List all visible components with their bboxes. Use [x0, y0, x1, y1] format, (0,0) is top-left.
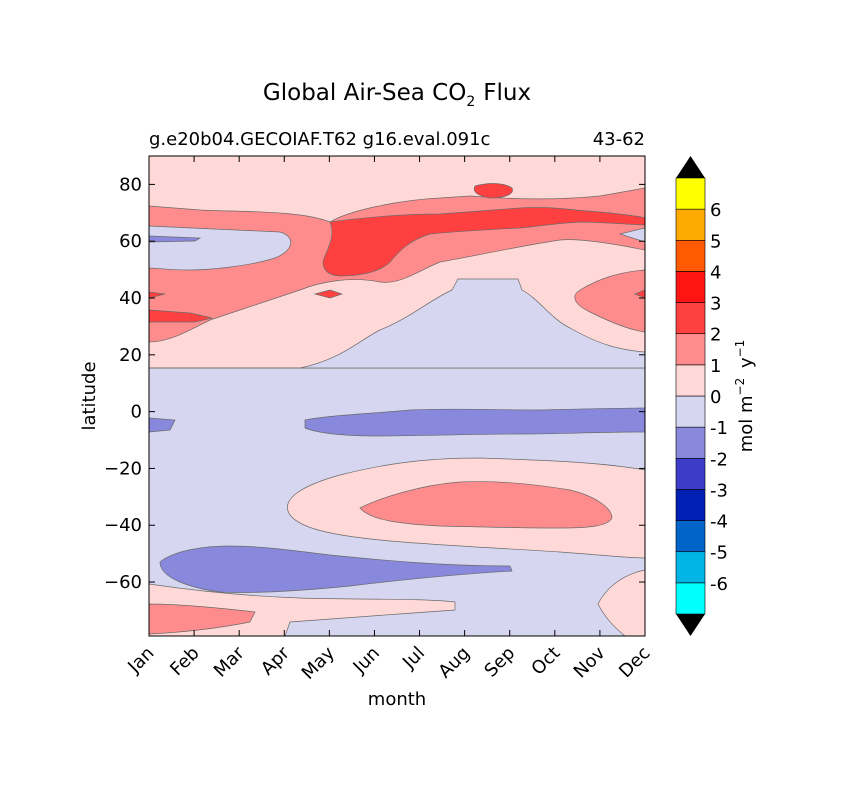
region-pos2-dec-40n	[634, 289, 645, 299]
y-tick-label: −40	[104, 515, 142, 536]
region-pos2-jan-30n	[149, 309, 213, 323]
colorbar-level-label: -2	[710, 449, 728, 470]
colorbar-swatch	[675, 333, 706, 366]
region-pos2-north-core	[322, 207, 645, 277]
x-tick-label: Jul	[398, 643, 429, 674]
colorbar-swatch	[675, 364, 706, 397]
region-zero-north-tongue	[149, 278, 645, 369]
colorbar-level-label: -3	[710, 480, 728, 501]
x-tick-label: Jan	[123, 643, 158, 678]
colorbar-swatch	[675, 520, 706, 553]
colorbar-swatch	[675, 551, 706, 584]
contour-plot	[149, 156, 645, 636]
colorbar-swatch	[675, 239, 706, 272]
region-neg1-south	[159, 545, 513, 593]
colorbar-swatch	[675, 457, 706, 490]
colorbar-extend-low	[676, 614, 705, 636]
y-tick-label: 40	[119, 288, 142, 309]
y-tick-label: 20	[119, 345, 142, 366]
colorbar-level-label: 6	[710, 200, 721, 221]
region-pos1-east	[574, 269, 645, 333]
colorbar-level-label: -4	[710, 512, 728, 533]
colorbar-swatch	[675, 489, 706, 521]
y-tick-label: 80	[119, 174, 142, 195]
colorbar-level-label: -6	[710, 574, 728, 595]
plot-frame	[148, 155, 646, 637]
colorbar-swatch	[675, 302, 706, 335]
x-tick-label: Aug	[434, 643, 474, 683]
x-tick-label: Feb	[166, 643, 203, 680]
colorbar-swatch	[675, 208, 706, 241]
colorbar-swatch	[675, 177, 706, 210]
colorbar-level-label: 3	[710, 294, 721, 315]
region-neg1-60n	[149, 235, 202, 243]
x-tick-label: Sep	[480, 643, 519, 682]
colorbar-level-label: -5	[710, 543, 728, 564]
x-tick-label: Mar	[210, 642, 249, 681]
colorbar-level-label: 2	[710, 325, 721, 346]
x-tick-label: Oct	[527, 643, 564, 680]
chart-subtitle-right: 43-62	[593, 129, 645, 150]
chart-title: Global Air-Sea CO2 Flux	[263, 80, 531, 110]
colorbar-level-label: 4	[710, 262, 721, 283]
colorbar-swatch	[675, 426, 706, 459]
region-pos2-arctic	[473, 183, 513, 199]
region-neg1-eq	[304, 407, 645, 437]
colorbar-level-label: 1	[710, 356, 721, 377]
region-pos1-polar	[149, 603, 256, 635]
region-zero-60n-right	[618, 227, 645, 243]
region-pos0-polar-right	[597, 569, 645, 636]
x-tick-label: Nov	[570, 642, 610, 682]
chart-subtitle-left: g.e20b04.GECOIAF.T62 g16.eval.091c	[149, 129, 490, 150]
region-pos2-jan-40n	[149, 291, 166, 299]
y-tick-label: −20	[104, 458, 142, 479]
y-axis-label: latitude	[79, 361, 100, 430]
colorbar-swatch	[675, 271, 706, 303]
colorbar-swatch	[675, 582, 706, 615]
region-pos2-may-40n	[313, 289, 344, 299]
x-axis-label: month	[368, 689, 426, 710]
x-tick-label: May	[298, 642, 339, 683]
region-zero-60n	[149, 225, 291, 271]
colorbar-level-label: -1	[710, 418, 728, 439]
colorbar-level-label: 0	[710, 387, 721, 408]
colorbar-label: mol m−2 y−1	[733, 340, 757, 453]
colorbar: -6 -5 -4 -3 -2 -1 0 1 2 3 4 5 6	[675, 156, 728, 636]
y-axis: 80 60 40 20 0 −20 −40 −60	[104, 174, 645, 593]
y-tick-label: 60	[119, 231, 142, 252]
y-tick-label: −60	[104, 572, 142, 593]
colorbar-swatch	[675, 395, 706, 428]
y-tick-label: 0	[131, 402, 142, 423]
colorbar-extend-high	[676, 156, 705, 178]
x-tick-label: Apr	[257, 642, 294, 679]
region-pos1-south	[359, 481, 613, 529]
colorbar-level-label: 5	[710, 231, 721, 252]
x-tick-label: Dec	[615, 643, 654, 682]
region-neg1-jan-eq	[149, 417, 176, 433]
x-tick-label: Jun	[349, 643, 384, 678]
